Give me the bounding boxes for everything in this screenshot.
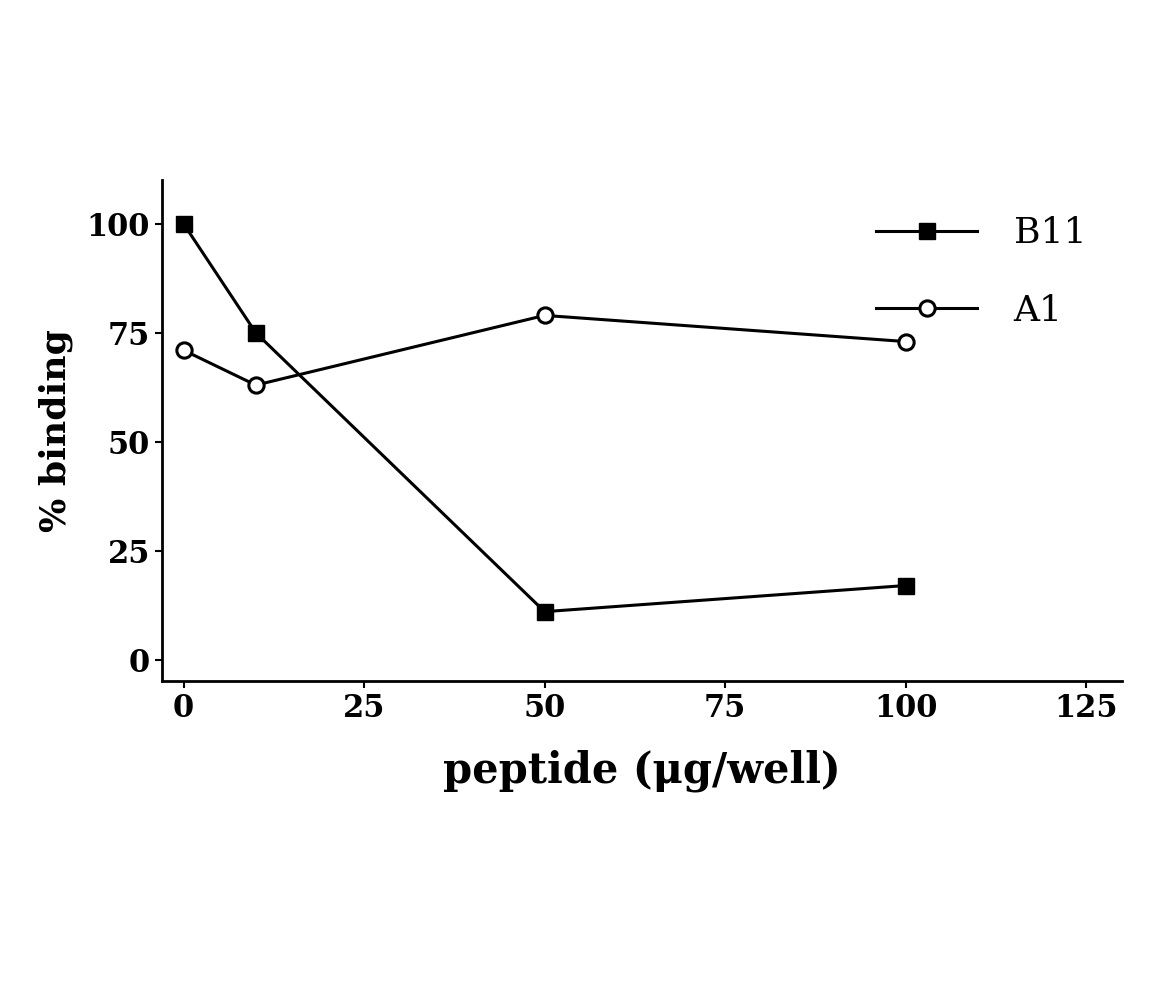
B11 (249, 327, 263, 339)
A1 (177, 345, 191, 357)
A1 (249, 379, 263, 391)
Line: A1: A1 (176, 308, 913, 393)
X-axis label: peptide (μg/well): peptide (μg/well) (443, 749, 841, 792)
Y-axis label: % binding: % binding (38, 330, 73, 532)
B11 (177, 217, 191, 229)
A1 (899, 336, 913, 348)
Legend: B11, A1: B11, A1 (858, 198, 1104, 346)
B11 (538, 605, 552, 617)
A1 (538, 310, 552, 322)
Line: B11: B11 (176, 216, 913, 619)
B11 (899, 579, 913, 591)
